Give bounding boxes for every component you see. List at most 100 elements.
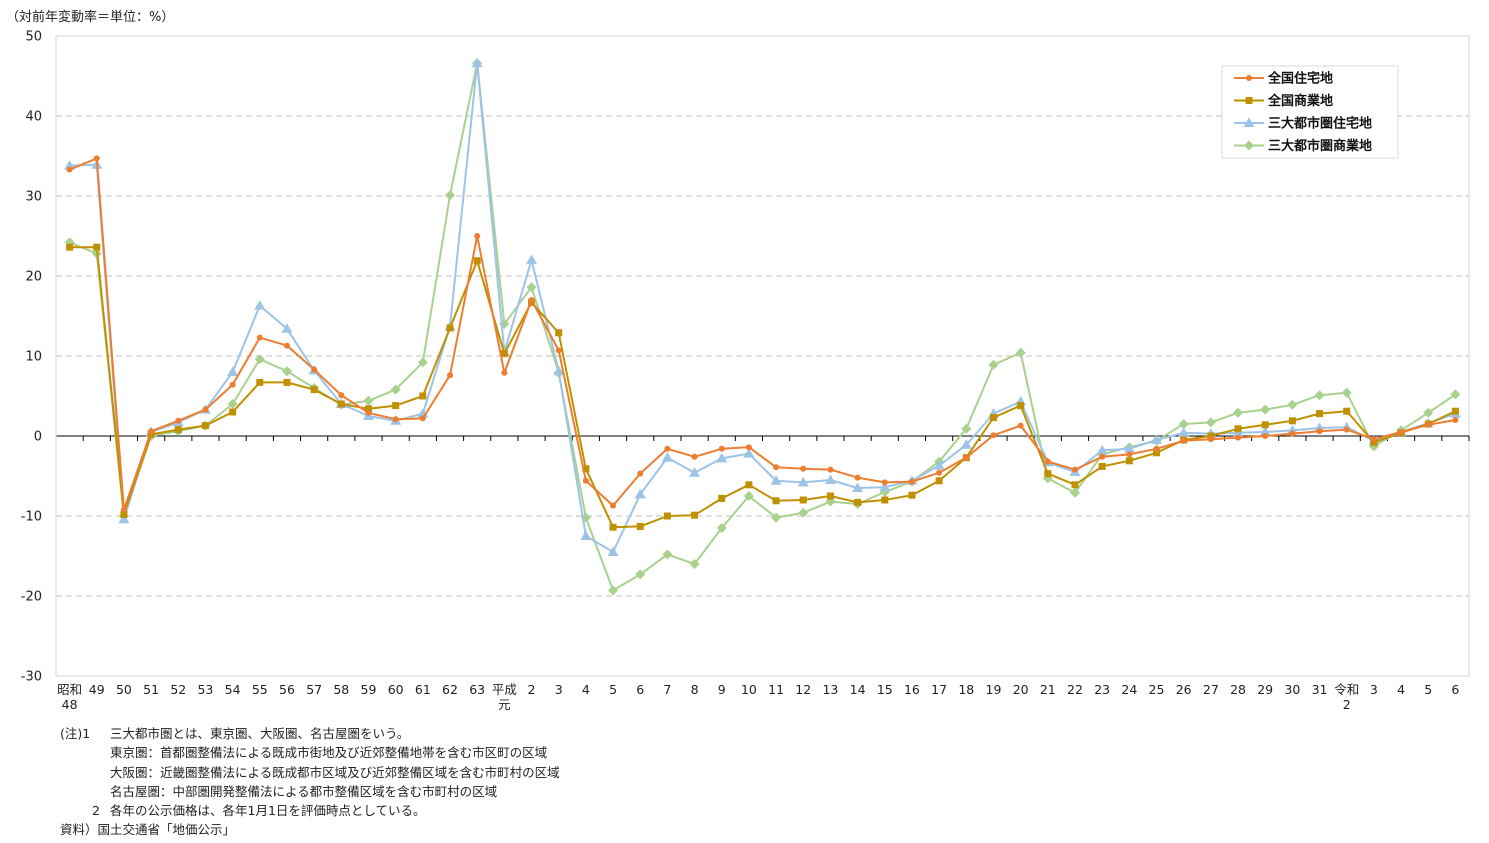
- x-tick-label: 平成元: [492, 682, 517, 712]
- data-point: [202, 406, 209, 413]
- y-tick-label: 30: [25, 190, 42, 205]
- data-point: [689, 467, 701, 477]
- note-2: 2 各年の公示価格は、各年1月1日を評価時点としている。: [60, 801, 560, 820]
- y-tick-label: 20: [25, 270, 42, 285]
- y-tick-label: 10: [25, 350, 42, 365]
- data-point: [990, 432, 997, 439]
- data-point: [1126, 451, 1133, 458]
- data-point: [1259, 426, 1271, 436]
- series-2: [66, 243, 1459, 531]
- data-point: [419, 415, 426, 422]
- data-point: [608, 585, 619, 596]
- data-point: [1262, 433, 1269, 439]
- y-tick-label: 40: [25, 110, 42, 125]
- data-point: [1261, 421, 1269, 429]
- data-point: [281, 323, 293, 333]
- data-point: [879, 481, 891, 492]
- x-tick-label: 59: [361, 682, 377, 697]
- data-point: [689, 559, 700, 569]
- x-tick-label: 55: [252, 682, 268, 697]
- source-note: 資料）国土交通省「地価公示」: [60, 822, 236, 838]
- data-point: [390, 384, 401, 395]
- x-tick-label: 5: [609, 682, 617, 697]
- data-point: [281, 366, 292, 377]
- data-point: [1234, 425, 1242, 433]
- x-tick-label: 令和 2: [1334, 682, 1359, 712]
- series-line: [69, 157, 1456, 511]
- data-point: [908, 491, 916, 499]
- data-point: [1289, 430, 1296, 437]
- data-point: [881, 479, 888, 486]
- x-tick-label: 50: [116, 682, 132, 697]
- data-point: [120, 510, 128, 518]
- x-tick-label: 53: [197, 682, 213, 697]
- x-tick-label: 15: [877, 682, 893, 697]
- data-point: [1316, 410, 1324, 418]
- data-point: [771, 512, 782, 523]
- data-point: [963, 454, 970, 461]
- y-tick-label: -20: [21, 590, 42, 605]
- data-point: [445, 190, 456, 201]
- data-point: [881, 496, 889, 504]
- data-point: [310, 386, 318, 394]
- data-point: [854, 474, 861, 481]
- data-point: [311, 366, 318, 373]
- data-point: [1288, 417, 1296, 425]
- x-tick-label: 14: [850, 682, 866, 697]
- note-2-number: 2: [92, 803, 100, 819]
- data-point: [363, 395, 374, 406]
- data-point: [634, 488, 646, 499]
- x-tick-label: 52: [170, 682, 186, 697]
- data-point: [743, 448, 755, 458]
- data-point: [1153, 449, 1161, 457]
- data-point: [718, 445, 725, 452]
- data-point: [797, 476, 809, 487]
- x-tick-label: 22: [1067, 682, 1083, 697]
- data-point: [1343, 426, 1350, 433]
- data-point: [1207, 432, 1215, 440]
- data-point: [283, 342, 290, 349]
- x-tick-label: 54: [225, 682, 241, 697]
- data-point: [1071, 481, 1079, 489]
- data-point: [447, 372, 454, 379]
- data-point: [1099, 453, 1106, 460]
- data-point: [770, 475, 782, 485]
- data-point: [474, 233, 481, 239]
- data-point: [526, 282, 537, 293]
- legend-marker: [1246, 75, 1252, 81]
- y-tick-label: -30: [21, 670, 42, 685]
- data-point: [1044, 458, 1051, 465]
- series-line: [69, 246, 1456, 529]
- data-point: [365, 409, 372, 416]
- x-tick-label: 5: [1424, 682, 1432, 697]
- x-tick-label: 7: [663, 682, 671, 697]
- data-point: [607, 546, 619, 556]
- x-tick-label: 6: [1451, 682, 1459, 697]
- data-point: [772, 497, 780, 505]
- data-point: [1450, 389, 1461, 400]
- x-tick-label: 51: [143, 682, 159, 697]
- data-point: [419, 392, 427, 400]
- x-tick-label: 56: [279, 682, 295, 697]
- data-point: [663, 512, 671, 520]
- data-point: [637, 470, 644, 477]
- x-tick-label: 11: [768, 682, 784, 697]
- data-point: [147, 430, 155, 438]
- x-tick-label: 3: [555, 682, 563, 697]
- data-point: [989, 414, 997, 422]
- data-point: [1178, 419, 1189, 429]
- x-tick-label: 31: [1312, 682, 1328, 697]
- note-nagoya: 名古屋圏：中部圏開発整備法による都市整備区域を含む市町村の区域: [110, 783, 498, 799]
- legend-marker: [1245, 97, 1253, 104]
- data-point: [471, 57, 483, 68]
- data-point: [1370, 438, 1378, 446]
- x-tick-label: 27: [1203, 682, 1219, 697]
- data-point: [93, 155, 100, 162]
- data-point: [1017, 422, 1024, 429]
- data-point: [64, 160, 76, 170]
- data-point: [66, 243, 74, 251]
- data-point: [526, 254, 538, 264]
- data-point: [1314, 390, 1325, 401]
- x-tick-label: 24: [1121, 682, 1137, 697]
